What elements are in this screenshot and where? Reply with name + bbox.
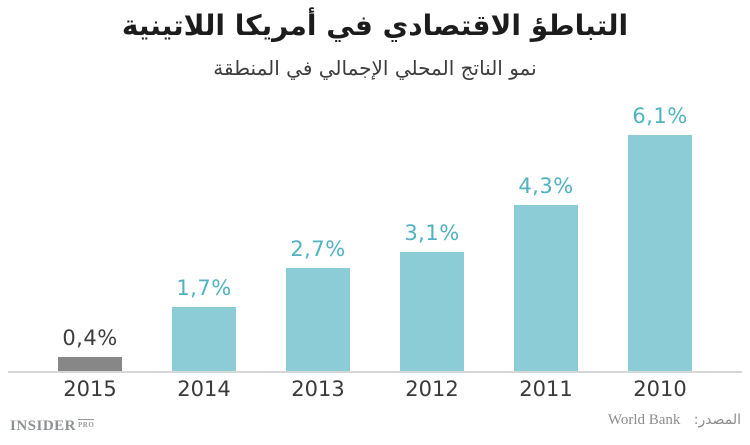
bar bbox=[628, 135, 692, 373]
x-axis-line bbox=[8, 371, 742, 373]
bar-column: 4,3% bbox=[489, 100, 603, 373]
bar-value-label: 3,1% bbox=[404, 221, 460, 245]
bar-column: 0,4% bbox=[33, 100, 147, 373]
chart-subtitle: نمو الناتج المحلي الإجمالي في المنطقة bbox=[213, 56, 537, 80]
year-label: 2010 bbox=[633, 377, 687, 401]
bar-value-label: 2,7% bbox=[290, 237, 346, 261]
year-label: 2013 bbox=[291, 377, 345, 401]
bar-value-label: 1,7% bbox=[176, 276, 232, 300]
source-attribution: المصدر: World Bank bbox=[608, 412, 741, 429]
chart-title: التباطؤ الاقتصادي في أمريكا اللاتينية bbox=[121, 9, 629, 42]
bar bbox=[58, 357, 122, 373]
bar bbox=[514, 205, 578, 373]
bar-value-label: 0,4% bbox=[62, 326, 118, 350]
year-label: 2014 bbox=[177, 377, 231, 401]
bar bbox=[400, 252, 464, 373]
bar-value-label: 4,3% bbox=[518, 174, 574, 198]
year-label: 2012 bbox=[405, 377, 459, 401]
bar bbox=[286, 268, 350, 373]
year-label: 2015 bbox=[63, 377, 117, 401]
source-label: المصدر: bbox=[693, 412, 741, 428]
x-axis-tick-labels: 2015 2014 2013 2012 2011 2010 bbox=[33, 377, 717, 401]
bar-column: 1,7% bbox=[147, 100, 261, 373]
logo-pro-badge: PRO bbox=[78, 419, 95, 429]
bar-column: 6,1% bbox=[603, 100, 717, 373]
bar-value-label: 6,1% bbox=[632, 104, 688, 128]
bar-chart-plot-area: 0,4% 1,7% 2,7% 3,1% 4,3% 6,1% bbox=[33, 100, 717, 373]
bar bbox=[172, 307, 236, 373]
source-value: World Bank bbox=[607, 412, 681, 428]
bar-column: 3,1% bbox=[375, 100, 489, 373]
logo-text: INSIDER bbox=[10, 418, 77, 434]
bar-column: 2,7% bbox=[261, 100, 375, 373]
spacer bbox=[685, 412, 689, 428]
year-label: 2011 bbox=[519, 377, 573, 401]
insider-pro-logo: INSIDER PRO bbox=[10, 418, 95, 434]
